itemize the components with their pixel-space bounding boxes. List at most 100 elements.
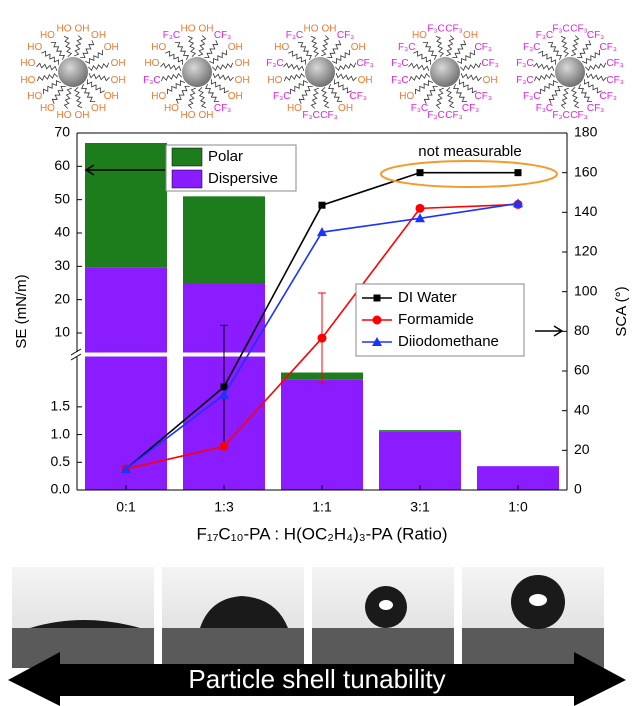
ligand [335, 63, 355, 70]
contact-angle-photos [12, 567, 604, 668]
ligand-label: CF₃ [445, 23, 462, 34]
ligand [561, 36, 568, 56]
ligand [336, 73, 356, 80]
ligand-label: F₃C [286, 30, 303, 41]
ligand [446, 36, 453, 56]
ligand [80, 40, 94, 57]
ligand [460, 63, 480, 70]
nanoparticle [555, 57, 585, 87]
marker [416, 204, 425, 213]
ligand-label: F₃C [398, 42, 415, 53]
ligand [64, 88, 71, 108]
bar [379, 432, 461, 490]
ligand-label: HO [27, 42, 42, 53]
marker [318, 334, 327, 343]
ligand [549, 86, 563, 103]
y-tick-label: 10 [54, 324, 70, 340]
ligand [298, 43, 311, 60]
ligand [82, 84, 95, 101]
y-tick-label: 60 [54, 157, 70, 173]
ligand-label: OH [74, 23, 89, 34]
ligand [582, 50, 599, 63]
ligand [85, 50, 102, 63]
y2-axis-title: SCA (°) [613, 286, 630, 336]
legend-swatch [172, 170, 202, 188]
ligand [327, 40, 341, 57]
ligand-label: CF₃ [475, 91, 492, 102]
ligand-label: HO [304, 23, 319, 34]
y-tick-label: 0.5 [51, 453, 71, 469]
ligand-label: HO [164, 103, 179, 114]
marker [374, 295, 381, 302]
x-tick-label: 0:1 [116, 499, 136, 515]
legend-label: Diiodomethane [398, 333, 499, 350]
ligand-label: F₃C [523, 91, 540, 102]
ligand [329, 84, 342, 101]
ligand [89, 73, 109, 80]
substrate [162, 628, 304, 668]
ligand-label: HO [181, 110, 196, 121]
ligand-label: F₃C [302, 110, 319, 121]
arrow-label: Particle shell tunability [188, 664, 445, 694]
ligand-label: OH [228, 42, 243, 53]
ligand-label: OH [235, 58, 250, 69]
ligand [87, 79, 104, 93]
ligand-label: F₃C [427, 23, 444, 34]
ligand-label: HO [20, 75, 35, 86]
ligand [52, 86, 66, 103]
y2-tick-label: 100 [574, 282, 598, 298]
ligand [198, 36, 205, 56]
ligand-label: F₃C [163, 30, 180, 41]
ligand-label: CF₃ [320, 110, 337, 121]
ligand [176, 86, 190, 103]
ligand-label: F₃C [273, 91, 290, 102]
ligand-label: HO [267, 75, 282, 86]
x-tick-label: 3:1 [410, 499, 430, 515]
y-axis-title: SE (mN/m) [13, 274, 30, 348]
ligand-label: HO [412, 30, 427, 41]
ligand [538, 51, 555, 65]
ligand-label: CF₃ [462, 103, 479, 114]
ligand-label: OH [111, 75, 126, 86]
ligand-label: OH [91, 30, 106, 41]
ligand [436, 88, 443, 108]
ligand-label: CF₃ [606, 58, 623, 69]
ligand [206, 84, 219, 101]
ligand [75, 87, 82, 107]
ligand-label: CF₃ [214, 103, 231, 114]
ligand [541, 81, 558, 94]
ligand [577, 40, 591, 57]
y2-tick-label: 80 [574, 322, 590, 338]
y2-tick-label: 180 [574, 124, 598, 140]
ligand-label: OH [235, 75, 250, 86]
legend-label: Polar [208, 148, 243, 165]
x-tick-label: 1:0 [508, 499, 528, 515]
ligand-label: HO [287, 103, 302, 114]
ligand-label: F₃C [411, 103, 428, 114]
ligand-label: F₃C [516, 58, 533, 69]
legend-swatch [172, 148, 202, 166]
y-tick-label: 0.0 [51, 481, 71, 497]
ligand-label: OH [104, 91, 119, 102]
figure: Particle shell tunability OHOHOHOHOHOHOH… [0, 0, 634, 706]
ligand-label: OH [228, 91, 243, 102]
ligand-label: OH [198, 23, 213, 34]
ligand [161, 74, 181, 81]
y2-tick-label: 140 [574, 203, 598, 219]
ligand [416, 81, 433, 94]
ligand-label: F₃C [391, 58, 408, 69]
ligand-label: OH [463, 30, 478, 41]
ligand [579, 84, 592, 101]
ligand [37, 74, 57, 81]
ligand [284, 74, 304, 81]
ligand [165, 51, 182, 65]
ligand-label: OH [111, 58, 126, 69]
legend-label: DI Water [398, 289, 457, 306]
ligand-label: CF₃ [570, 23, 587, 34]
ligand-label: CF₃ [606, 75, 623, 86]
ligand [212, 63, 232, 70]
ligand-label: F₃C [143, 75, 160, 86]
axis-pointer [535, 326, 562, 336]
ligand-label: OH [91, 103, 106, 114]
ligand [88, 63, 108, 70]
